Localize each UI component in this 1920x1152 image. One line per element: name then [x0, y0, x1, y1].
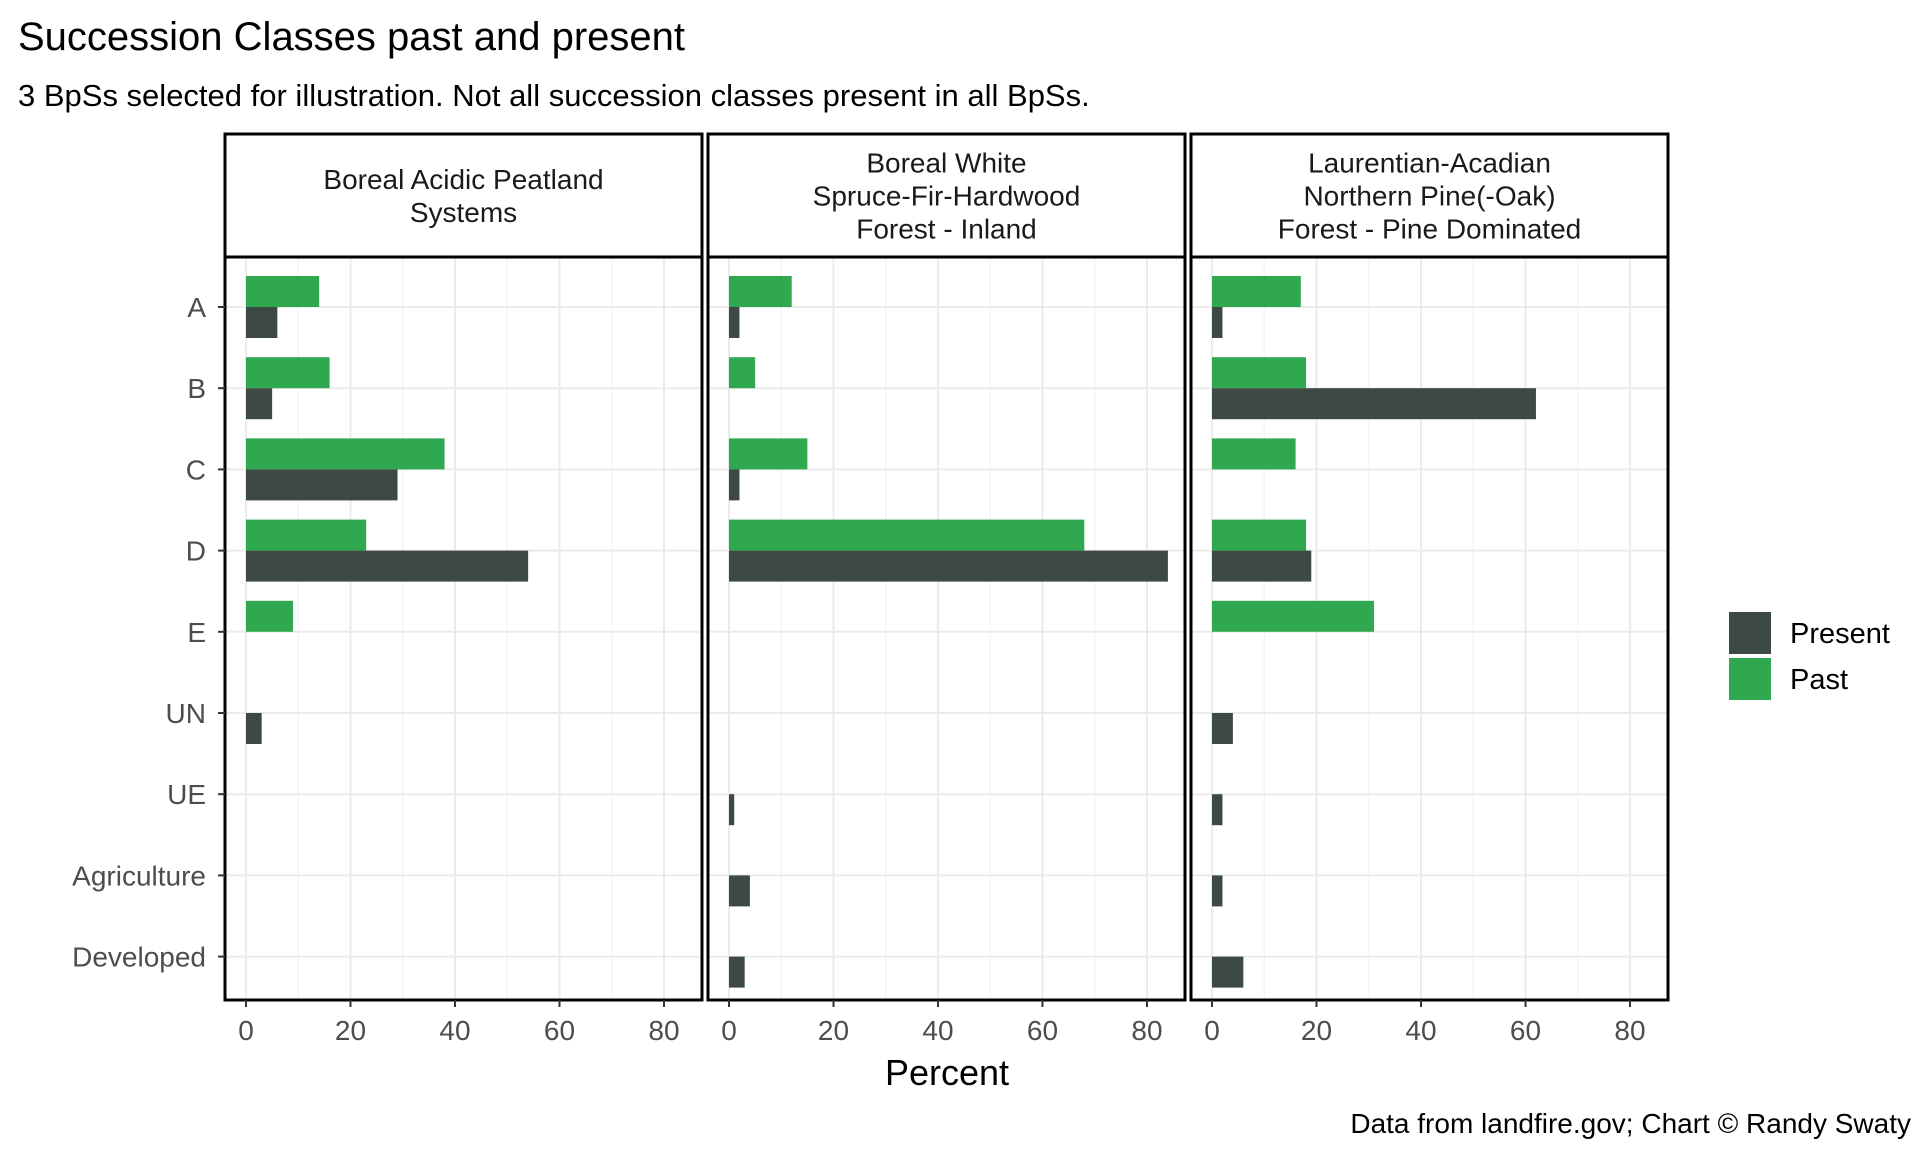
bar-past-a	[246, 276, 320, 307]
y-tick-label: B	[187, 373, 206, 404]
chart-subtitle: 3 BpSs selected for illustration. Not al…	[18, 78, 1090, 113]
x-tick-label: 80	[1614, 1015, 1645, 1046]
bar-past-a	[729, 276, 792, 307]
x-axis-label: Percent	[885, 1052, 1009, 1093]
x-tick-label: 60	[1510, 1015, 1541, 1046]
bar-present-c	[246, 469, 398, 501]
facet-label: Boreal Acidic Peatland	[323, 164, 603, 195]
bar-past-e	[1212, 600, 1374, 632]
legend: Present Past	[1729, 612, 1890, 700]
x-tick-label: 80	[648, 1015, 679, 1046]
facet-strip	[1189, 132, 1670, 259]
bar-past-c	[246, 438, 445, 470]
bar-present-developed	[1212, 956, 1244, 988]
bar-present-d	[729, 550, 1168, 582]
bar-present-ue	[729, 794, 735, 826]
bar-past-e	[246, 600, 294, 632]
y-tick-label: Developed	[72, 942, 206, 973]
legend-key-present	[1729, 612, 1771, 654]
y-tick-label: A	[187, 292, 206, 323]
x-tick-label: 20	[818, 1015, 849, 1046]
chart-title: Succession Classes past and present	[18, 15, 685, 59]
x-tick-label: 40	[1405, 1015, 1436, 1046]
bar-past-c	[729, 438, 808, 470]
y-tick-label: C	[186, 454, 206, 485]
bar-present-developed	[729, 956, 745, 988]
bar-present-un	[246, 713, 262, 744]
facet-label: Forest - Pine Dominated	[1278, 214, 1581, 245]
facet-label: Systems	[410, 197, 517, 228]
bar-present-c	[729, 469, 740, 501]
bar-present-a	[729, 307, 740, 338]
facet-label: Northern Pine(-Oak)	[1303, 181, 1555, 212]
x-tick-label: 0	[721, 1015, 737, 1046]
x-tick-label: 0	[238, 1015, 254, 1046]
bar-past-b	[729, 357, 756, 389]
facet-strip	[223, 132, 704, 259]
facet-strip	[706, 132, 1187, 259]
y-tick-label: E	[187, 617, 206, 648]
bar-past-c	[1212, 438, 1296, 470]
panel-frame	[706, 255, 1187, 1002]
bar-past-b	[1212, 357, 1307, 389]
bar-present-agriculture	[729, 875, 750, 907]
x-tick-label: 40	[439, 1015, 470, 1046]
bar-present-b	[1212, 388, 1536, 420]
bar-present-a	[1212, 307, 1223, 338]
y-tick-label: D	[186, 536, 206, 567]
bar-past-d	[246, 519, 367, 551]
legend-label-past: Past	[1790, 664, 1848, 696]
x-tick-label: 0	[1204, 1015, 1220, 1046]
x-tick-label: 80	[1131, 1015, 1162, 1046]
facet-label: Spruce-Fir-Hardwood	[813, 181, 1081, 212]
chart-caption: Data from landfire.gov; Chart © Randy Sw…	[1350, 1108, 1911, 1139]
y-tick-label: UN	[166, 698, 206, 729]
x-tick-label: 40	[922, 1015, 953, 1046]
bar-present-a	[246, 307, 278, 338]
bar-present-d	[246, 550, 529, 582]
bar-present-agriculture	[1212, 875, 1223, 907]
facet-label: Boreal White	[866, 148, 1026, 179]
bar-present-b	[246, 388, 273, 420]
bar-present-d	[1212, 550, 1312, 582]
facet-label: Laurentian-Acadian	[1308, 148, 1551, 179]
bar-past-b	[246, 357, 330, 389]
x-tick-label: 60	[544, 1015, 575, 1046]
y-tick-label: Agriculture	[72, 860, 206, 891]
y-axis: A B C D E UN UE Agriculture Developed	[72, 292, 225, 973]
bar-present-ue	[1212, 794, 1223, 826]
x-tick-label: 20	[335, 1015, 366, 1046]
bar-past-a	[1212, 276, 1301, 307]
bar-past-d	[1212, 519, 1307, 551]
legend-key-past	[1729, 658, 1771, 700]
x-tick-label: 60	[1027, 1015, 1058, 1046]
x-axis: 0 20 40 60 80 0 20 40 60 80 0 20 40 60 80	[238, 1000, 1646, 1046]
bar-present-un	[1212, 713, 1233, 744]
legend-label-present: Present	[1790, 618, 1890, 650]
bar-past-d	[729, 519, 1085, 551]
y-tick-label: UE	[167, 779, 206, 810]
facet-label: Forest - Inland	[856, 214, 1037, 245]
x-tick-label: 20	[1301, 1015, 1332, 1046]
